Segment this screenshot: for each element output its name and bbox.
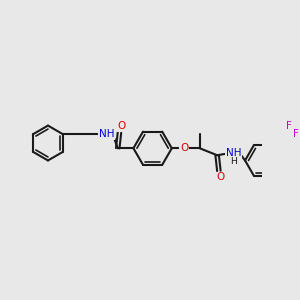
Text: F: F [286,121,292,131]
Text: O: O [217,172,225,182]
Text: O: O [117,122,125,131]
Text: NH: NH [99,129,114,139]
Text: H: H [230,157,237,166]
Text: O: O [180,143,188,153]
Text: NH: NH [226,148,242,158]
Text: F: F [293,129,298,139]
